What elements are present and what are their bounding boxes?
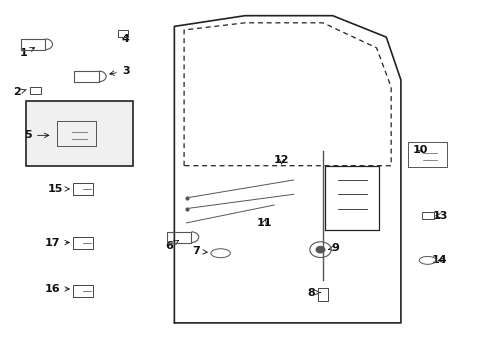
Text: 2: 2 [13, 87, 26, 98]
Bar [421, 212, 434, 219]
Bar [30, 87, 41, 94]
Bar [318, 288, 328, 301]
Text: 15: 15 [48, 184, 69, 194]
Text: 9: 9 [328, 243, 339, 253]
Text: 13: 13 [432, 211, 447, 221]
Text: 11: 11 [257, 218, 272, 228]
Text: 7: 7 [193, 247, 207, 256]
Text: 12: 12 [274, 156, 289, 165]
Text: 14: 14 [432, 255, 448, 265]
Text: 17: 17 [45, 238, 69, 248]
Text: 4: 4 [122, 34, 129, 44]
Text: 1: 1 [20, 48, 35, 58]
Text: 5: 5 [24, 130, 49, 140]
Text: 10: 10 [413, 145, 428, 155]
Bar [26, 102, 133, 166]
Circle shape [316, 247, 325, 253]
Text: 3: 3 [110, 66, 129, 76]
Bar [118, 30, 128, 37]
Text: 16: 16 [45, 284, 69, 294]
Text: 8: 8 [307, 288, 320, 297]
Text: 6: 6 [166, 240, 179, 251]
